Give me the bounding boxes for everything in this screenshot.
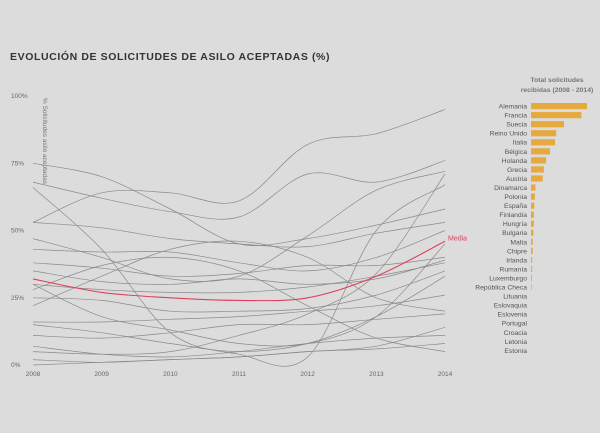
series-line — [32, 343, 446, 366]
bar — [531, 284, 532, 291]
bar-category-label: República Checa — [475, 285, 527, 292]
y-axis-label: % Solicitudes asilo aceptadas — [41, 98, 48, 185]
bar-category-label: Austria — [506, 176, 527, 183]
bar-category-label: Francia — [504, 113, 527, 120]
bar-category-label: Portugal — [502, 321, 528, 328]
series-lines — [32, 109, 446, 367]
bar-category-label: Estonia — [504, 348, 527, 355]
x-tick-label: 2009 — [94, 371, 109, 378]
bar-category-label: Eslovaquia — [494, 303, 527, 310]
y-tick-label: 75% — [11, 160, 24, 167]
x-tick-label: 2013 — [369, 371, 384, 378]
bar-category-label: Eslovenia — [498, 312, 528, 319]
x-tick-label: 2014 — [438, 371, 453, 378]
series-line — [32, 222, 446, 248]
y-tick-label: 25% — [11, 295, 24, 302]
bar — [531, 238, 533, 245]
bar — [531, 265, 533, 273]
bar — [531, 193, 535, 200]
bar-category-label: Alemania — [499, 104, 528, 111]
bar-category-label: Bélgica — [505, 149, 528, 156]
bar-category-label: Reino Unido — [490, 131, 528, 138]
bar-chart: Total solicitudes recibidas (2008 - 2014… — [475, 77, 593, 355]
mean-series-label: Media — [448, 235, 467, 242]
bar — [531, 166, 544, 173]
series-line — [32, 270, 446, 313]
line-chart: % Solicitudes asilo aceptadas 0% 25% 50% 75… — [11, 93, 467, 378]
bar-category-label: Rumanía — [499, 266, 527, 273]
bar — [531, 148, 551, 155]
x-tick-label: 2011 — [232, 371, 246, 378]
series-line — [32, 230, 446, 272]
bar-category-label: Lituania — [503, 294, 527, 301]
bar-chart-title-line-2: recibidas (2008 - 2014) — [521, 87, 594, 94]
series-line — [32, 257, 446, 277]
series-line — [32, 259, 446, 285]
bar-category-label: Polonia — [504, 194, 527, 201]
bars: Alemania Francia Suecia Reino Unido Italia Bé… — [475, 103, 587, 355]
bar — [531, 229, 534, 236]
bar-category-label: Croacia — [504, 330, 528, 337]
bar — [531, 202, 535, 209]
bar — [531, 175, 543, 182]
bar-category-label: Letonia — [505, 339, 528, 346]
series-line — [32, 335, 446, 358]
series-line — [32, 243, 446, 347]
bar — [531, 130, 557, 137]
y-tick-label: 0% — [11, 362, 21, 369]
series-line — [32, 294, 446, 323]
bar-category-label: Holanda — [502, 158, 528, 165]
mean-series-line — [32, 240, 446, 302]
bar — [531, 112, 582, 119]
series-line — [32, 170, 446, 282]
y-tick-label: 50% — [11, 228, 24, 235]
bar-category-label: España — [504, 203, 527, 210]
y-tick-label: 100% — [11, 93, 28, 100]
bar — [531, 103, 587, 110]
chart-title: EVOLUCIÓN DE SOLICITUDES DE ASILO ACEPTA… — [10, 51, 331, 63]
bar-category-label: Bulgaria — [502, 230, 527, 237]
series-line — [32, 184, 446, 367]
bar — [531, 220, 534, 227]
x-tick-label: 2008 — [26, 371, 41, 378]
bar-category-label: Italia — [513, 140, 528, 147]
x-tick-label: 2010 — [163, 371, 178, 378]
series-line — [32, 109, 446, 223]
bar — [531, 256, 533, 264]
bar — [531, 211, 534, 218]
x-tick-label: 2012 — [300, 371, 315, 378]
bar-category-label: Hungría — [503, 221, 527, 228]
bar-category-label: Finlandia — [499, 212, 527, 219]
series-line — [32, 173, 446, 355]
bar-category-label: Grecia — [507, 167, 527, 174]
series-line — [32, 313, 446, 339]
bar-category-label: Irlanda — [506, 257, 527, 264]
series-line — [32, 240, 446, 312]
y-ticks: 0% 25% 50% 75% 100% — [11, 93, 28, 369]
bar — [531, 121, 565, 128]
bar-chart-title-line-1: Total solicitudes — [530, 77, 583, 84]
series-line — [32, 162, 446, 246]
bar-category-label: Chipre — [507, 248, 527, 255]
bar-category-label: Dinamarca — [494, 185, 527, 192]
bar-category-label: Malta — [510, 239, 527, 246]
bar — [531, 157, 547, 164]
bar — [531, 247, 533, 254]
bar — [531, 274, 532, 282]
series-line — [32, 160, 446, 220]
x-ticks: 2008 2009 2010 2011 2012 2013 2014 — [26, 371, 453, 378]
bar — [531, 139, 556, 146]
mean-line: Media — [32, 235, 467, 302]
bar-category-label: Luxemburgo — [489, 275, 527, 282]
bar-category-label: Suecia — [506, 122, 527, 129]
bar — [531, 184, 536, 191]
